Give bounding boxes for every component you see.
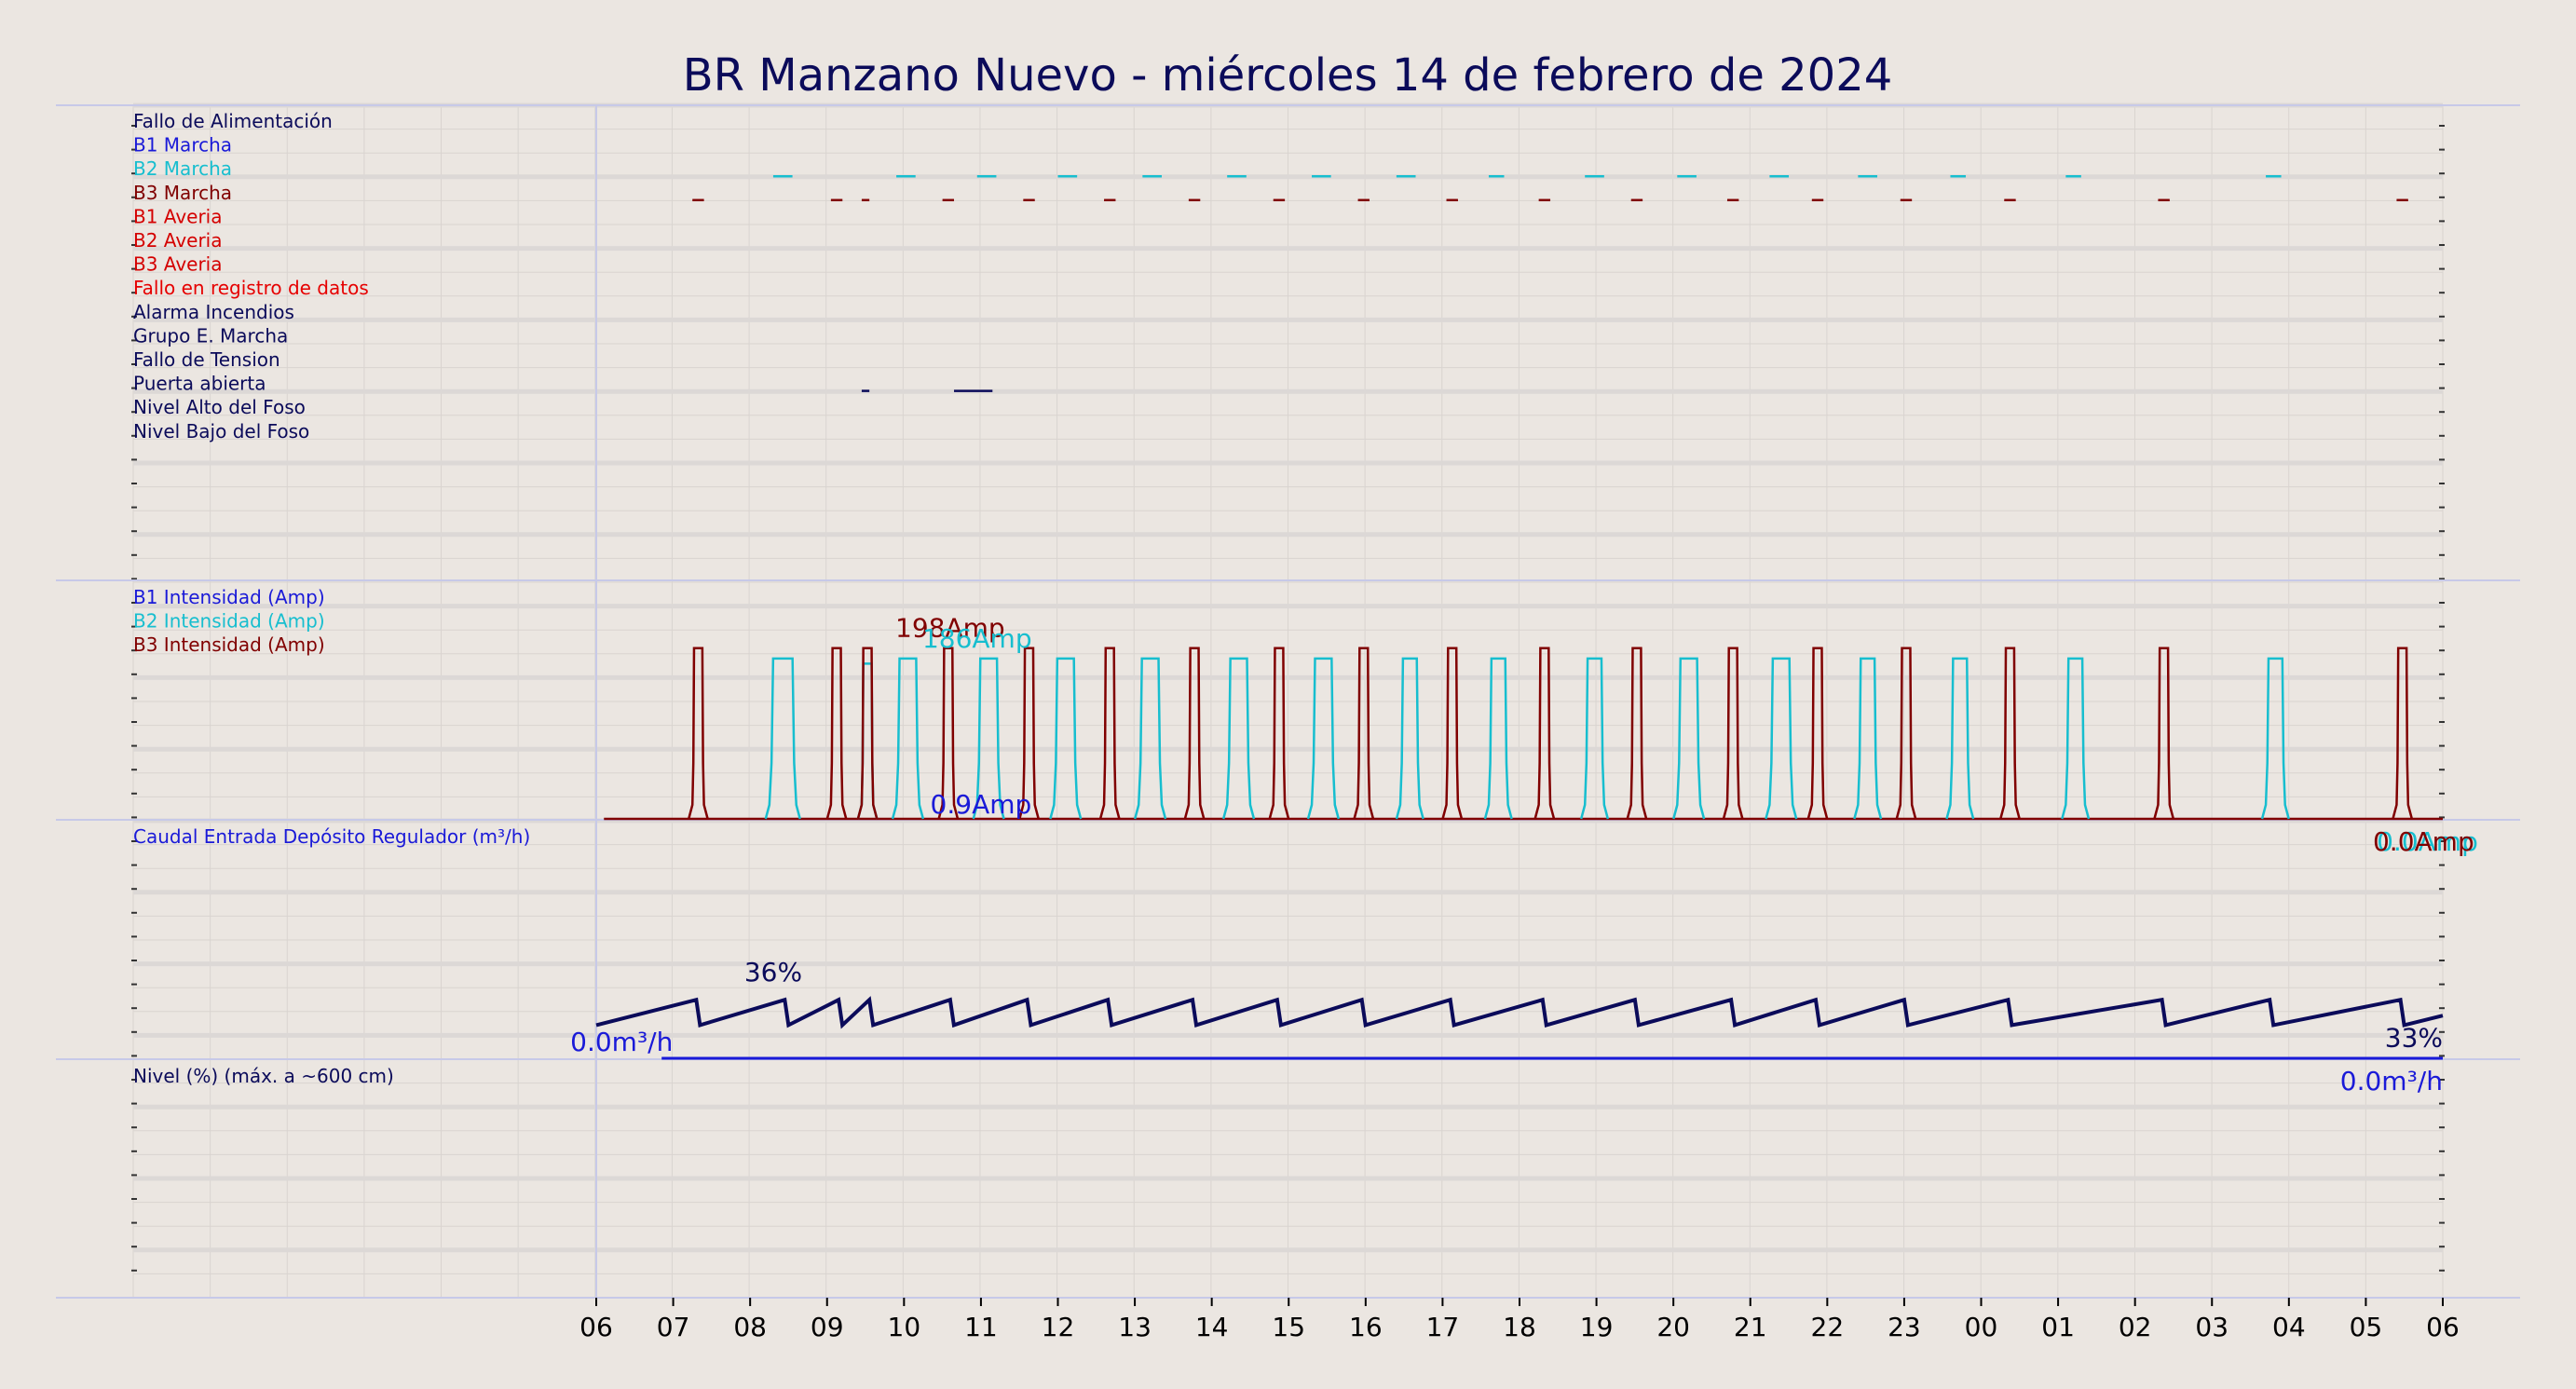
- pulse-1-6: [1183, 647, 1206, 820]
- legend-digital-10: Fallo de Tension: [133, 348, 280, 371]
- legend-intensity-2: B3 Intensidad (Amp): [133, 633, 325, 656]
- pulse-1-1: [825, 647, 848, 820]
- flow-label-start: 0.0m³/h: [570, 1027, 673, 1057]
- x-tick-label-17: 23: [1888, 1312, 1921, 1342]
- intensity-label-1: 186Amp: [922, 623, 1032, 654]
- intensity-label-2: 0.9Amp: [931, 789, 1032, 820]
- level-label-0: 36%: [744, 957, 802, 987]
- intensity-label-4: 0.0Amp: [2373, 826, 2474, 857]
- legend-digital-4: B1 Averia: [133, 205, 223, 227]
- pulse-1-13: [1806, 647, 1829, 820]
- x-axis: 06 07 08 09 10 11 12 13 14 15 16 17 18 19 20 21 22 23 00 01…: [579, 1298, 2460, 1342]
- legend-digital-3: B3 Marcha: [133, 182, 232, 204]
- legend-digital-13: Nivel Bajo del Foso: [133, 420, 309, 443]
- pulse-0-9: [1483, 657, 1513, 820]
- intensity-label-3: 0.0Amp: [2377, 826, 2478, 857]
- chart-title: BR Manzano Nuevo - miércoles 14 de febre…: [683, 49, 1893, 102]
- pulse-1-11: [1626, 647, 1648, 820]
- pulse-0-15: [2061, 657, 2091, 820]
- x-tick-label-20: 02: [2119, 1312, 2152, 1342]
- legend-level: Nivel (%) (máx. a ~600 cm): [133, 1065, 394, 1087]
- x-tick-label-24: 06: [2426, 1312, 2460, 1342]
- pulse-0-3: [972, 657, 1005, 820]
- x-tick-label-4: 10: [888, 1312, 921, 1342]
- legend-digital-9: Grupo E. Marcha: [133, 324, 288, 347]
- pulse-0-14: [1945, 657, 1975, 820]
- x-tick-label-21: 03: [2195, 1312, 2228, 1342]
- x-tick-label-9: 15: [1272, 1312, 1305, 1342]
- pulse-0-13: [1853, 657, 1883, 820]
- pulse-0-6: [1221, 657, 1256, 820]
- pulse-1-12: [1722, 647, 1744, 820]
- x-tick-label-8: 14: [1195, 1312, 1229, 1342]
- x-tick-label-2: 08: [733, 1312, 767, 1342]
- level-line: [595, 996, 2444, 1029]
- level-label-1: 33%: [2385, 1023, 2443, 1054]
- pulse-1-3: [937, 647, 960, 820]
- pulse-1-15: [1999, 647, 2021, 820]
- pulse-1-17: [2392, 647, 2414, 820]
- pulse-0-5: [1134, 657, 1167, 820]
- pulse-1-7: [1268, 647, 1290, 820]
- legend-intensity-1: B2 Intensidad (Amp): [133, 610, 325, 633]
- flow-label-end: 0.0m³/h: [2340, 1066, 2443, 1096]
- pulse-0-8: [1395, 657, 1424, 820]
- level-panel: Nivel (%) (máx. a ~600 cm) 36% 33%: [133, 957, 2444, 1087]
- legend-digital-11: Puerta abierta: [133, 373, 266, 395]
- x-tick-label-23: 05: [2350, 1312, 2383, 1342]
- pulse-1-8: [1353, 647, 1375, 820]
- flow-panel: Caudal Entrada Depósito Regulador (m³/h)…: [133, 825, 2443, 1096]
- x-tick-label-3: 09: [811, 1312, 844, 1342]
- x-tick-label-12: 18: [1503, 1312, 1536, 1342]
- x-tick-label-11: 17: [1426, 1312, 1460, 1342]
- x-tick-label-15: 21: [1734, 1312, 1767, 1342]
- pulse-0-16: [2260, 657, 2290, 820]
- x-tick-label-22: 04: [2272, 1312, 2306, 1342]
- x-tick-label-5: 11: [964, 1312, 998, 1342]
- x-tick-label-16: 22: [1811, 1312, 1845, 1342]
- x-tick-label-0: 06: [579, 1312, 613, 1342]
- intensity-label-0: 198Amp: [895, 613, 1005, 644]
- x-tick-label-14: 20: [1656, 1312, 1690, 1342]
- legend-intensity-0: B1 Intensidad (Amp): [133, 586, 325, 608]
- legend-digital-0: Fallo de Alimentación: [133, 110, 333, 132]
- legend-digital-7: Fallo en registro de datos: [133, 277, 369, 299]
- legend-flow: Caudal Entrada Depósito Regulador (m³/h): [133, 825, 530, 848]
- pulse-1-16: [2153, 647, 2175, 820]
- x-tick-label-6: 12: [1042, 1312, 1075, 1342]
- x-tick-label-18: 00: [1965, 1312, 1998, 1342]
- pulse-1-14: [1895, 647, 1917, 820]
- legend-digital-6: B3 Averia: [133, 253, 223, 276]
- pulse-1-4: [1018, 647, 1040, 820]
- x-tick-label-13: 19: [1580, 1312, 1614, 1342]
- pulse-0-0: [764, 657, 801, 820]
- pulse-1-0: [688, 647, 709, 820]
- pulse-1-2: [856, 647, 879, 820]
- legend-digital-8: Alarma Incendios: [133, 301, 294, 323]
- pulse-0-10: [1579, 657, 1610, 820]
- x-tick-label-10: 16: [1349, 1312, 1383, 1342]
- pulse-1-5: [1098, 647, 1121, 820]
- intensity-panel: B1 Intensidad (Amp)B2 Intensidad (Amp)B3…: [133, 586, 2478, 857]
- pulse-0-7: [1306, 657, 1341, 820]
- x-tick-label-7: 13: [1118, 1312, 1152, 1342]
- legend-digital-1: B1 Marcha: [133, 134, 232, 157]
- legend-digital-12: Nivel Alto del Foso: [133, 396, 306, 418]
- pulse-0-11: [1672, 657, 1706, 820]
- pulse-0-12: [1765, 657, 1798, 820]
- pulse-1-10: [1533, 647, 1556, 820]
- legend-digital-2: B2 Marcha: [133, 157, 232, 180]
- pulse-0-4: [1049, 657, 1083, 820]
- legend-digital-5: B2 Averia: [133, 229, 223, 252]
- pulse-0-2: [891, 657, 925, 820]
- pulse-1-9: [1441, 647, 1464, 820]
- x-tick-label-1: 07: [657, 1312, 690, 1342]
- x-tick-label-19: 01: [2041, 1312, 2075, 1342]
